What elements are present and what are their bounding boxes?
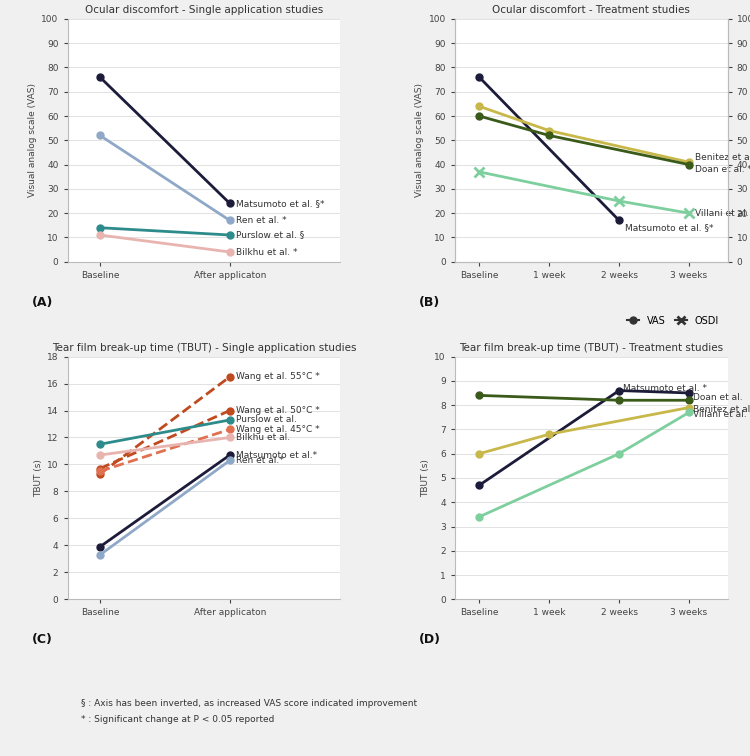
Text: Matsumoto et al.*: Matsumoto et al.* [236, 451, 317, 460]
Text: (A): (A) [32, 296, 53, 308]
Text: Wang et al. 50°C *: Wang et al. 50°C * [236, 406, 320, 415]
Title: Tear film break-up time (TBUT) - Treatment studies: Tear film break-up time (TBUT) - Treatme… [459, 343, 723, 353]
Text: Bilkhu et al.: Bilkhu et al. [236, 433, 290, 442]
Text: * : Significant change at P < 0.05 reported: * : Significant change at P < 0.05 repor… [81, 714, 274, 723]
Title: Tear film break-up time (TBUT) - Single application studies: Tear film break-up time (TBUT) - Single … [52, 343, 356, 353]
Y-axis label: TBUT (s): TBUT (s) [34, 459, 43, 497]
Legend: VAS, OSDI: VAS, OSDI [623, 312, 723, 330]
Y-axis label: Visual analog scale (VAS): Visual analog scale (VAS) [416, 83, 424, 197]
Text: Matsumoto et al. §*: Matsumoto et al. §* [236, 199, 325, 208]
Text: § : Axis has been inverted, as increased VAS score indicated improvement: § : Axis has been inverted, as increased… [81, 699, 417, 708]
Y-axis label: TBUT (s): TBUT (s) [421, 459, 430, 497]
Text: Benitez et al.: Benitez et al. [693, 405, 750, 414]
Text: Bilkhu et al. *: Bilkhu et al. * [236, 247, 298, 256]
Text: Purslow et al. §: Purslow et al. § [236, 231, 304, 240]
Text: Villani et al. *: Villani et al. * [693, 411, 750, 420]
Text: (D): (D) [419, 634, 441, 646]
Text: (B): (B) [419, 296, 440, 308]
Text: Purslow et al.: Purslow et al. [236, 416, 297, 424]
Text: Villani et al. *: Villani et al. * [694, 209, 750, 218]
Text: Benitez et al. *: Benitez et al. * [694, 153, 750, 162]
Y-axis label: Visual analog scale (VAS): Visual analog scale (VAS) [28, 83, 37, 197]
Text: Ren et al.*: Ren et al.* [236, 456, 284, 465]
Text: Matsumoto et al. §*: Matsumoto et al. §* [625, 223, 713, 232]
Text: Matsumoto et al. *: Matsumoto et al. * [623, 383, 707, 392]
Text: Wang et al. 45°C *: Wang et al. 45°C * [236, 425, 320, 434]
Text: Wang et al. 55°C *: Wang et al. 55°C * [236, 372, 320, 381]
Title: Ocular discomfort - Treatment studies: Ocular discomfort - Treatment studies [492, 5, 690, 15]
Title: Ocular discomfort - Single application studies: Ocular discomfort - Single application s… [85, 5, 323, 15]
Text: Doan et al.: Doan et al. [693, 393, 742, 402]
Text: Doan et al. *: Doan et al. * [694, 165, 750, 174]
Text: Ren et al. *: Ren et al. * [236, 216, 287, 225]
Text: (C): (C) [32, 634, 53, 646]
